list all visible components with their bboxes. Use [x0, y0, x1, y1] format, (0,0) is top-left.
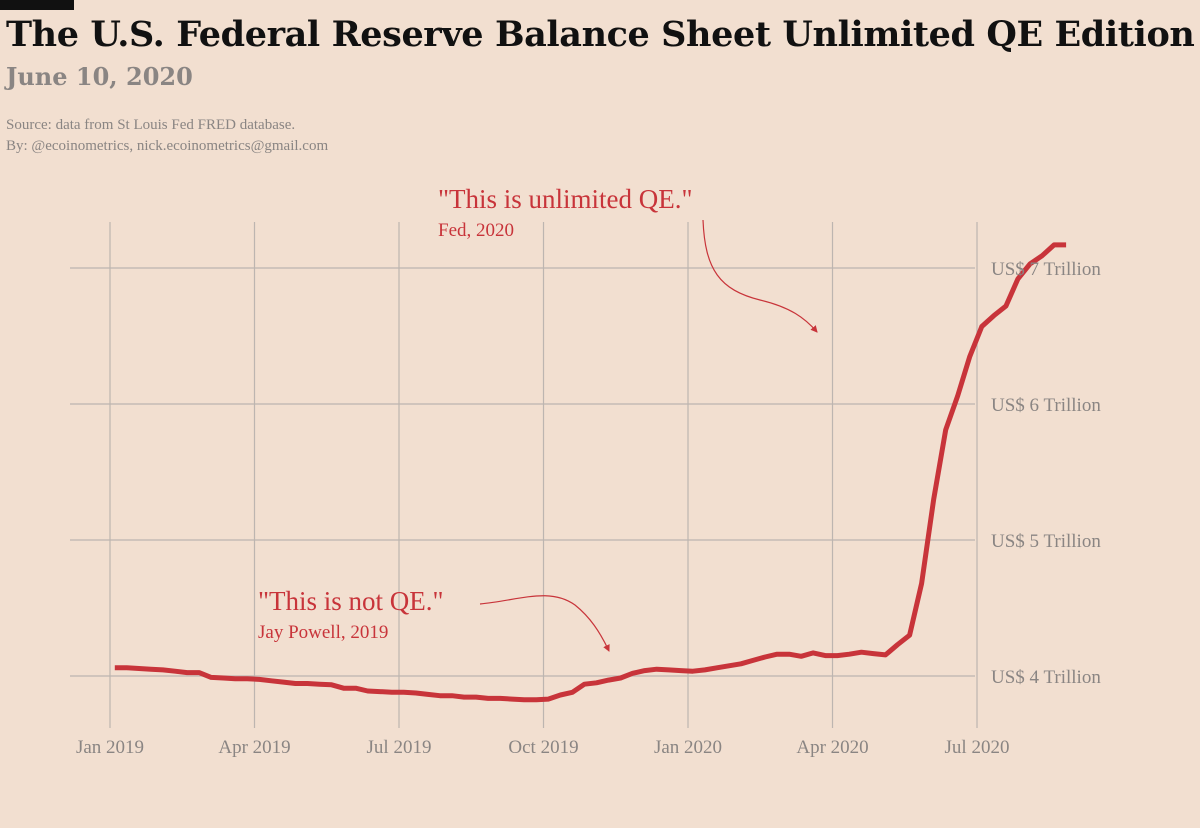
x-tick-label: Apr 2020: [796, 737, 868, 758]
source-line: Source: data from St Louis Fed FRED data…: [6, 117, 296, 133]
x-tick-label: Jul 2020: [945, 737, 1010, 758]
y-tick-label: US$ 7 Trillion: [991, 259, 1101, 280]
axis-labels: Jan 2019 Apr 2019 Jul 2019 Oct 2019 Jan 2020…: [76, 259, 1101, 758]
series-layer: [114, 242, 1067, 703]
corner-tab: [0, 0, 74, 10]
fed-arrow: [702, 219, 818, 333]
x-tick-label: Jul 2019: [367, 737, 432, 758]
grid: [70, 222, 978, 728]
balance-sheet-series-line: [114, 242, 1067, 703]
x-tick-label: Jan 2019: [76, 737, 144, 758]
x-tick-label: Oct 2019: [508, 737, 578, 758]
source-credits: Source: data from St Louis Fed FRED data…: [6, 115, 328, 157]
x-tick-label: Jan 2020: [654, 737, 722, 758]
y-tick-label: US$ 5 Trillion: [991, 531, 1101, 552]
y-tick-label: US$ 6 Trillion: [991, 395, 1101, 416]
fed-quote: "This is unlimited QE.": [438, 184, 693, 214]
fed-author: Fed, 2020: [438, 220, 514, 241]
byline: By: @ecoinometrics, nick.ecoinometrics@g…: [6, 138, 329, 154]
chart-title: The U.S. Federal Reserve Balance Sheet U…: [6, 14, 1195, 55]
powell-quote: "This is not QE.": [258, 586, 444, 616]
chart-date: June 10, 2020: [6, 62, 193, 91]
x-tick-label: Apr 2019: [218, 737, 290, 758]
powell-author: Jay Powell, 2019: [258, 622, 388, 643]
annotations: "This is not QE." Jay Powell, 2019 "This…: [258, 184, 818, 652]
powell-arrow: [479, 595, 610, 652]
y-tick-label: US$ 4 Trillion: [991, 667, 1101, 688]
